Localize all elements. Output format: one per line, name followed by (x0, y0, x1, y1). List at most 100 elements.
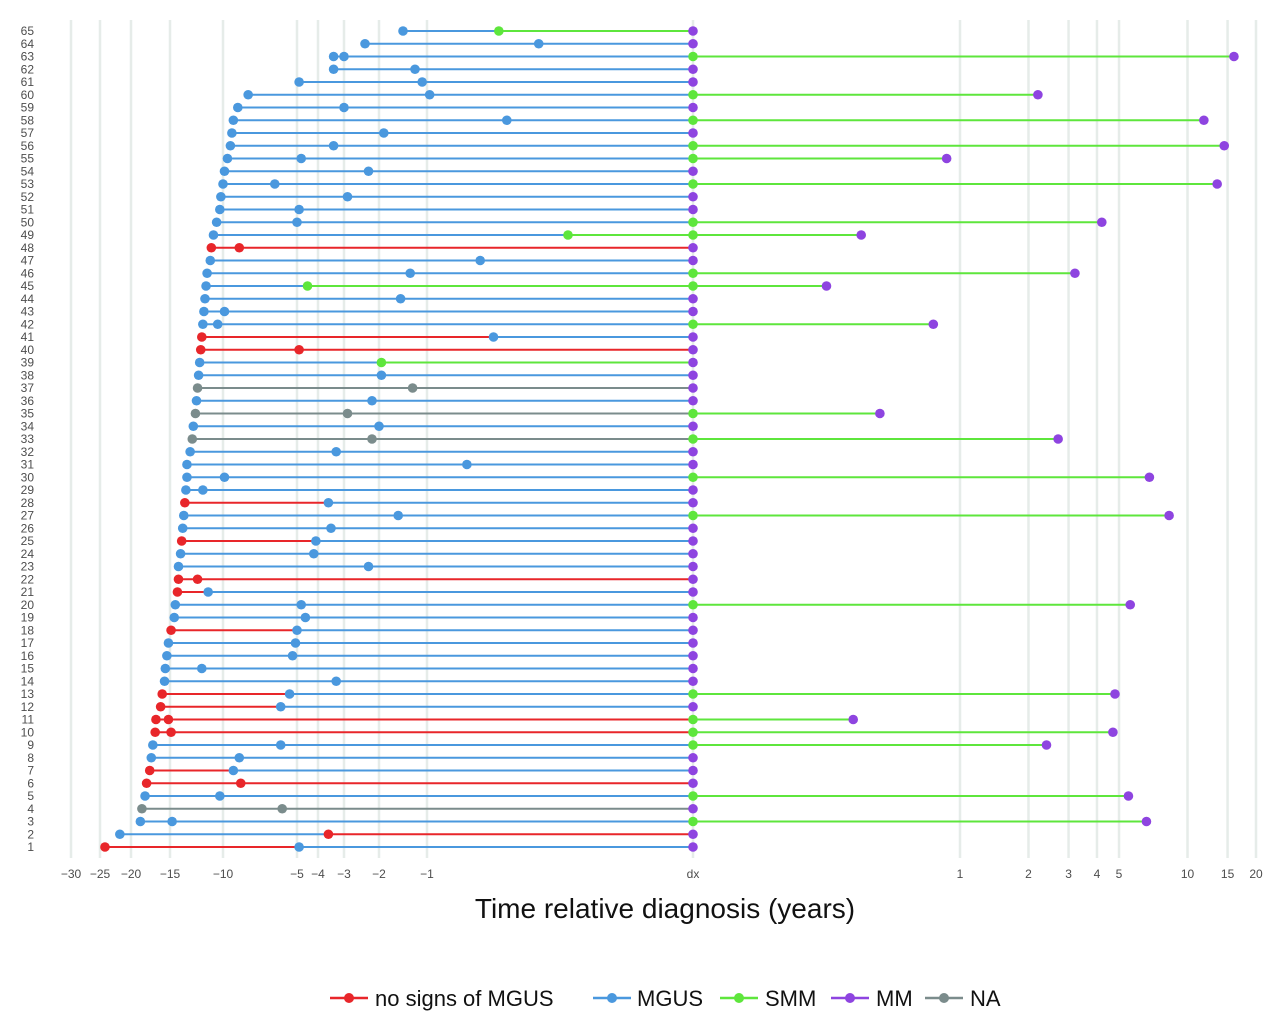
legend-marker (607, 993, 617, 1003)
point-mgus (115, 829, 125, 840)
x-tick-label: 15 (1221, 867, 1235, 881)
point-mgus (148, 740, 158, 750)
point-na (192, 383, 203, 393)
y-tick-label: 64 (21, 37, 35, 51)
legend-label: no signs of MGUS (375, 986, 554, 1011)
point-mgus (188, 421, 199, 432)
x-tick-label: dx (687, 867, 700, 881)
point-smm (563, 230, 573, 240)
point-smm (688, 740, 698, 750)
point-mm (688, 523, 698, 534)
patient-row (181, 485, 698, 495)
legend-item-none: no signs of MGUS (330, 986, 554, 1011)
point-mgus (215, 791, 225, 801)
y-tick-label: 13 (21, 687, 35, 701)
patient-row (200, 293, 698, 304)
patient-row (166, 625, 698, 636)
point-mgus (211, 217, 222, 228)
point-na (342, 408, 353, 419)
y-tick-label: 39 (21, 356, 35, 370)
point-mm (928, 319, 939, 330)
point-none (323, 829, 334, 840)
point-mgus (227, 128, 237, 138)
point-mgus (185, 446, 195, 457)
patient-row (194, 357, 698, 368)
point-mgus (376, 370, 387, 381)
point-mgus (342, 191, 353, 202)
point-mm (1041, 740, 1052, 750)
point-none (163, 714, 174, 725)
point-mm (688, 166, 698, 177)
point-none (100, 842, 110, 852)
point-mm (688, 128, 698, 138)
point-mgus (182, 459, 192, 470)
y-tick-label: 24 (21, 547, 35, 561)
x-tick-label: −5 (290, 867, 304, 881)
patient-row (219, 166, 698, 177)
y-tick-label: 52 (21, 190, 35, 204)
y-tick-label: 8 (27, 751, 34, 765)
point-mgus (296, 153, 307, 164)
x-tick-label: 4 (1094, 867, 1101, 881)
point-mgus (162, 650, 172, 661)
point-smm (688, 281, 698, 291)
point-mm (688, 77, 698, 87)
point-smm (688, 179, 698, 189)
patient-row (205, 255, 698, 266)
y-tick-label: 5 (27, 789, 34, 803)
y-tick-label: 22 (21, 572, 35, 586)
patient-row (176, 536, 698, 546)
point-na (367, 434, 377, 444)
legend-marker (734, 993, 744, 1003)
point-mgus (323, 497, 334, 508)
point-mgus (363, 561, 374, 572)
point-mm (1123, 791, 1134, 801)
point-mgus (294, 842, 304, 852)
point-mgus (219, 166, 230, 177)
point-mgus (328, 51, 339, 62)
point-mgus (228, 765, 239, 776)
legend-item-mgus: MGUS (593, 986, 703, 1011)
point-smm (688, 472, 698, 483)
point-mm (856, 230, 867, 240)
point-mgus (488, 332, 499, 342)
point-smm (494, 26, 504, 36)
point-mm (688, 26, 698, 36)
point-mgus (182, 472, 192, 483)
point-mgus (160, 663, 171, 674)
point-mgus (163, 638, 174, 648)
patient-row (150, 727, 1118, 738)
patient-row (163, 638, 698, 648)
point-none (195, 344, 206, 355)
y-tick-label: 46 (21, 266, 35, 280)
patient-row (211, 217, 1107, 228)
point-mgus (202, 268, 212, 279)
point-none (144, 765, 155, 776)
point-mm (688, 242, 698, 253)
point-mm (941, 153, 952, 164)
point-mgus (328, 140, 339, 151)
y-tick-label: 32 (21, 445, 35, 459)
point-mm (688, 803, 698, 814)
point-na (277, 803, 288, 814)
x-tick-label: −15 (160, 867, 181, 881)
y-tick-label: 57 (21, 126, 35, 140)
point-mm (688, 38, 698, 49)
point-mm (688, 332, 698, 342)
point-mgus (331, 446, 342, 457)
point-none (155, 701, 166, 712)
point-mm (1219, 140, 1230, 151)
point-mm (688, 650, 698, 661)
patient-rows (100, 26, 1239, 852)
patient-row (140, 791, 1134, 801)
patient-row (144, 765, 698, 776)
patient-row (162, 650, 698, 661)
x-tick-label: 10 (1181, 867, 1195, 881)
point-mgus (205, 255, 216, 266)
point-mm (1125, 599, 1136, 610)
y-tick-label: 3 (27, 815, 34, 829)
y-tick-label: 53 (21, 177, 35, 191)
point-smm (376, 357, 387, 368)
point-mgus (175, 548, 186, 559)
point-none (197, 332, 207, 342)
